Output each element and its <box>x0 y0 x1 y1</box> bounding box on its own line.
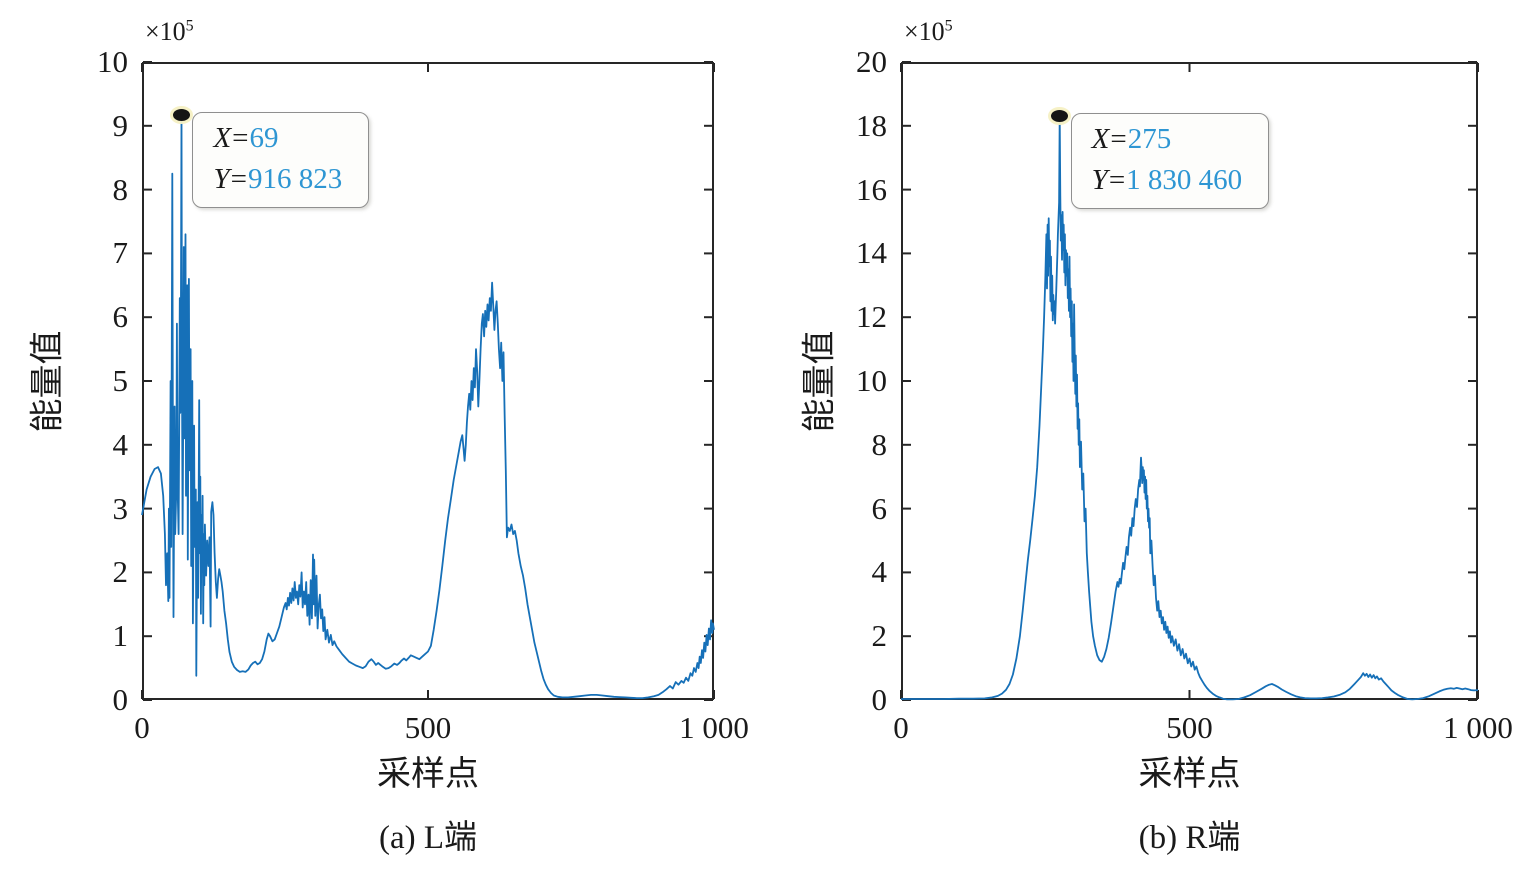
datatip-y-var: Y <box>213 163 230 196</box>
datatip-equals: = <box>1108 164 1126 197</box>
y-tick-label: 0 <box>112 682 129 717</box>
datatip-y-row: Y=916 823 <box>213 159 342 200</box>
x-tick-label: 1 000 <box>1443 710 1513 745</box>
datatip-box[interactable]: X=275 Y=1 830 460 <box>1070 113 1270 210</box>
y-axis-scale-label: ×105 <box>145 17 194 46</box>
signal-line <box>141 114 715 699</box>
y-tick-label: 14 <box>856 235 887 271</box>
y-tick-label: 3 <box>112 490 129 526</box>
datatip-x-value: 69 <box>249 122 279 155</box>
y-tick-label: 4 <box>871 554 888 590</box>
y-tick-label: 18 <box>856 107 887 143</box>
datatip-box[interactable]: X=69 Y=916 823 <box>192 112 370 209</box>
y-tick-label: 20 <box>856 44 887 79</box>
y-tick-label: 10 <box>97 44 128 79</box>
y-tick-label: 5 <box>112 363 129 398</box>
datatip-marker[interactable] <box>1051 109 1069 122</box>
plot-area-a <box>141 61 715 701</box>
datatip-y-value: 916 823 <box>247 163 343 196</box>
y-tick-label: 8 <box>871 426 888 462</box>
datatip-equals: = <box>1110 123 1127 156</box>
x-tick-label: 0 <box>134 710 150 745</box>
y-tick-label: 16 <box>856 171 887 207</box>
x-tick-label: 0 <box>893 710 909 745</box>
datatip-x-var: X <box>213 122 232 155</box>
plot-area-b <box>900 61 1479 701</box>
x-axis-label: 采样点 <box>1138 756 1241 793</box>
x-tick-label: 500 <box>1166 710 1213 745</box>
x-axis-label: 采样点 <box>377 756 479 793</box>
y-axis-scale-label: ×105 <box>904 17 953 46</box>
datatip-y-row: Y=1 830 460 <box>1092 160 1243 201</box>
datatip-equals: = <box>232 122 249 155</box>
subplot-caption: (a) L端 <box>378 820 478 856</box>
y-tick-label: 0 <box>871 682 888 717</box>
datatip-y-var: Y <box>1091 164 1108 197</box>
y-tick-label: 7 <box>112 235 129 271</box>
subplot-caption: (b) R端 <box>1138 820 1241 856</box>
y-tick-label: 6 <box>112 299 129 335</box>
x-tick-label: 1 000 <box>679 710 749 745</box>
x-tick-label: 500 <box>404 710 452 745</box>
signal-line <box>901 115 1479 701</box>
y-tick-label: 9 <box>112 107 129 143</box>
y-tick-label: 12 <box>856 299 887 335</box>
y-axis-label: 能量值 <box>29 330 67 432</box>
y-tick-label: 1 <box>112 618 129 654</box>
datatip-x-row: X=69 <box>213 118 342 159</box>
datatip-marker[interactable] <box>172 108 190 121</box>
y-axis-label-wrap: 能量值 <box>796 62 839 700</box>
y-tick-label: 6 <box>871 490 888 526</box>
y-tick-label: 4 <box>112 426 129 462</box>
y-tick-label: 2 <box>112 554 129 590</box>
y-axis-label-wrap: 能量值 <box>24 62 67 700</box>
y-tick-label: 8 <box>112 171 129 207</box>
datatip-x-value: 275 <box>1127 123 1172 156</box>
datatip-y-value: 1 830 460 <box>1126 164 1243 197</box>
y-tick-label: 2 <box>871 618 888 654</box>
datatip-equals: = <box>230 163 247 196</box>
datatip-x-row: X=275 <box>1092 119 1243 160</box>
y-axis-label: 能量值 <box>801 330 839 432</box>
y-tick-label: 10 <box>856 363 887 398</box>
datatip-x-var: X <box>1091 123 1110 156</box>
